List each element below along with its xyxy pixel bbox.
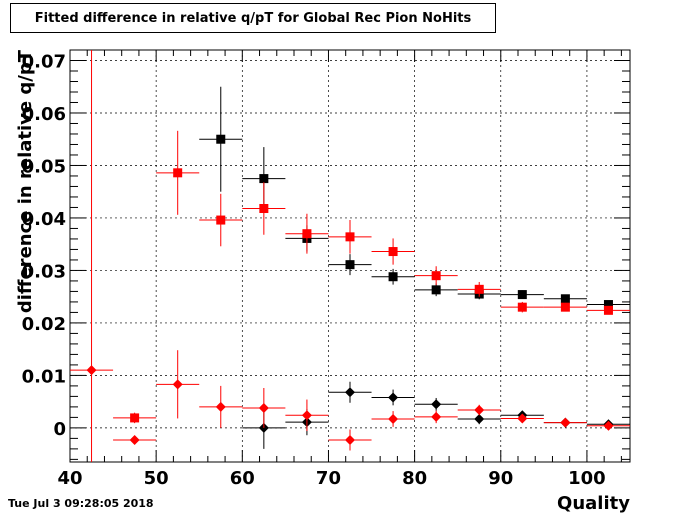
data-point-diamond <box>603 420 614 431</box>
data-point-diamond <box>560 417 571 428</box>
data-point-square <box>517 290 527 300</box>
data-point-square <box>259 204 269 214</box>
y-tick-label: 0.01 <box>22 366 66 387</box>
y-tick-label: 0.03 <box>22 261 66 282</box>
data-point-square <box>474 284 484 294</box>
plot-frame <box>69 49 631 463</box>
data-point-diamond <box>172 379 183 390</box>
data-point-diamond <box>301 410 312 421</box>
x-tick-label: 70 <box>316 468 341 489</box>
data-point-diamond <box>86 365 97 376</box>
data-point-diamond <box>258 402 269 413</box>
data-point-square <box>560 294 570 304</box>
y-tick-label: 0.07 <box>22 51 66 72</box>
data-point-diamond <box>388 413 399 424</box>
data-point-square <box>216 134 226 144</box>
data-point-diamond <box>129 434 140 445</box>
y-tick-label: 0 <box>53 419 66 440</box>
axis-ticks: 40 50 60 70 80 90 100 0 0.01 0.02 0.03 0.04 0.05 0.06… <box>22 49 630 489</box>
data-point-square <box>302 229 312 239</box>
data-point-square <box>603 305 613 315</box>
data-point-square <box>130 413 140 423</box>
data-point-diamond <box>388 392 399 403</box>
data-point-square <box>345 232 355 242</box>
data-point-square <box>560 302 570 312</box>
y-tick-label: 0.05 <box>22 156 66 177</box>
data-layer <box>70 50 630 462</box>
chart-title: Fitted difference in relative q/pT for G… <box>10 3 496 33</box>
y-tick-label: 0.02 <box>22 314 66 335</box>
data-point-square <box>603 300 613 310</box>
data-point-square <box>345 260 355 270</box>
data-point-square <box>517 302 527 312</box>
x-tick-label: 100 <box>568 468 606 489</box>
data-point-diamond <box>517 413 528 424</box>
x-tick-label: 80 <box>402 468 427 489</box>
x-tick-label: 50 <box>144 468 169 489</box>
x-axis-title: Quality <box>557 493 630 514</box>
data-point-diamond <box>431 411 442 422</box>
data-point-diamond <box>474 413 485 424</box>
y-tick-label: 0.06 <box>22 104 66 125</box>
x-tick-label: 60 <box>230 468 255 489</box>
timestamp: Tue Jul 3 09:28:05 2018 <box>8 497 154 510</box>
data-point-diamond <box>345 434 355 445</box>
data-point-square <box>259 174 269 184</box>
data-point-square <box>173 168 183 178</box>
data-point-diamond <box>431 399 442 410</box>
data-point-square <box>388 247 398 257</box>
y-tick-label: 0.04 <box>22 209 66 230</box>
y-axis-title: difference in relative q/pT <box>15 49 36 313</box>
x-tick-label: 40 <box>57 468 82 489</box>
data-point-square <box>216 215 226 225</box>
data-point-square <box>388 272 398 282</box>
data-point-diamond <box>215 401 226 412</box>
x-tick-label: 90 <box>488 468 513 489</box>
data-point-square <box>431 285 441 295</box>
data-point-square <box>431 271 441 281</box>
series-1 <box>113 130 630 424</box>
data-point-diamond <box>474 405 485 416</box>
data-point-diamond <box>345 387 355 398</box>
series-3 <box>70 50 630 462</box>
